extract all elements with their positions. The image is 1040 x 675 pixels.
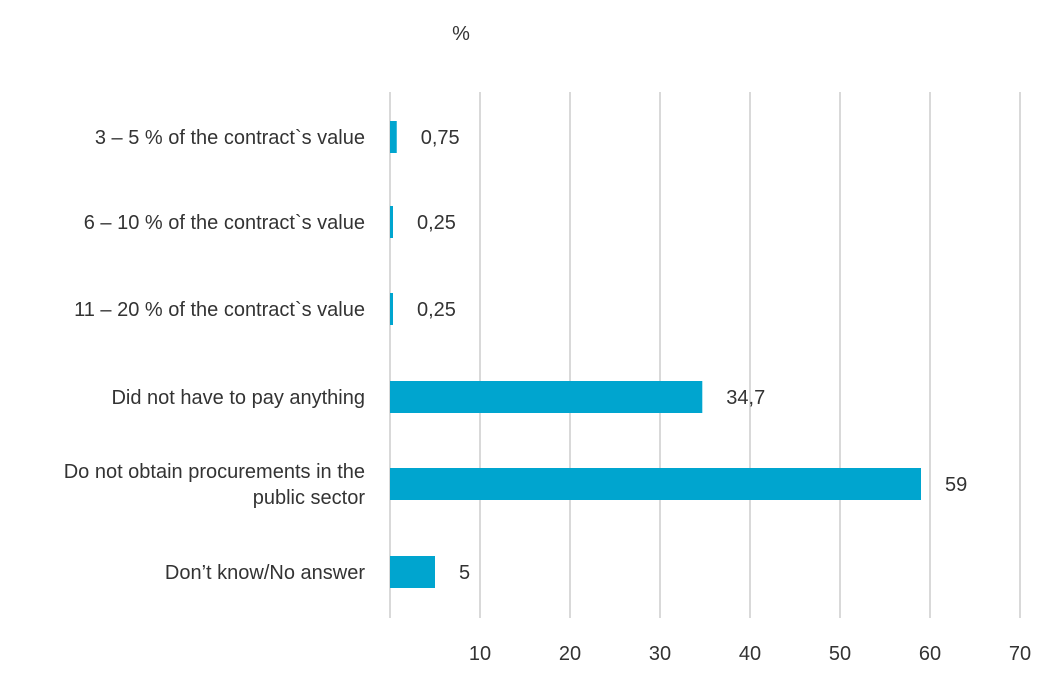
data-label: 34,7 — [726, 387, 765, 409]
bar-5 — [390, 468, 921, 500]
value-labels: 0,75 0,25 0,25 34,7 59 5 — [417, 127, 967, 584]
data-label: 0,25 — [417, 212, 456, 234]
gridlines — [389, 92, 1021, 618]
category-label: 3 – 5 % of the contract`s value — [95, 127, 365, 149]
bar-2 — [390, 206, 393, 238]
unit-label: % — [452, 23, 470, 45]
x-tick-label: 40 — [739, 643, 761, 665]
bar-3 — [390, 293, 393, 325]
x-tick-label: 30 — [649, 643, 671, 665]
bars — [390, 121, 921, 588]
category-label: 6 – 10 % of the contract`s value — [84, 212, 365, 234]
x-tick-label: 20 — [559, 643, 581, 665]
category-labels: 3 – 5 % of the contract`s value 6 – 10 % … — [64, 127, 366, 584]
category-label: Did not have to pay anything — [111, 387, 365, 409]
bar-4 — [390, 381, 703, 413]
data-label: 5 — [459, 562, 470, 584]
data-label: 59 — [945, 474, 967, 496]
category-label: 11 – 20 % of the contract`s value — [74, 299, 365, 321]
x-tick-label: 10 — [469, 643, 491, 665]
category-label: Do not obtain procurements in the — [64, 461, 365, 483]
bar-1 — [390, 121, 397, 153]
category-label: public sector — [253, 487, 366, 509]
x-tick-label: 50 — [829, 643, 851, 665]
category-label: Don’t know/No answer — [165, 562, 365, 584]
bar-6 — [390, 556, 435, 588]
data-label: 0,75 — [421, 127, 460, 149]
x-tick-label: 60 — [919, 643, 941, 665]
x-tick-label: 70 — [1009, 643, 1031, 665]
x-tick-labels: 10 20 30 40 50 60 70 — [469, 643, 1031, 665]
data-label: 0,25 — [417, 299, 456, 321]
